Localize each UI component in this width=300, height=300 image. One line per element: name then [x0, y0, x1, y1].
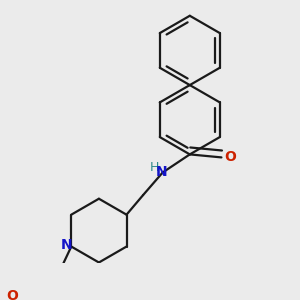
Text: H: H	[150, 161, 159, 174]
Text: O: O	[224, 150, 236, 164]
Text: N: N	[61, 238, 73, 252]
Text: N: N	[156, 166, 167, 179]
Text: O: O	[7, 289, 19, 300]
